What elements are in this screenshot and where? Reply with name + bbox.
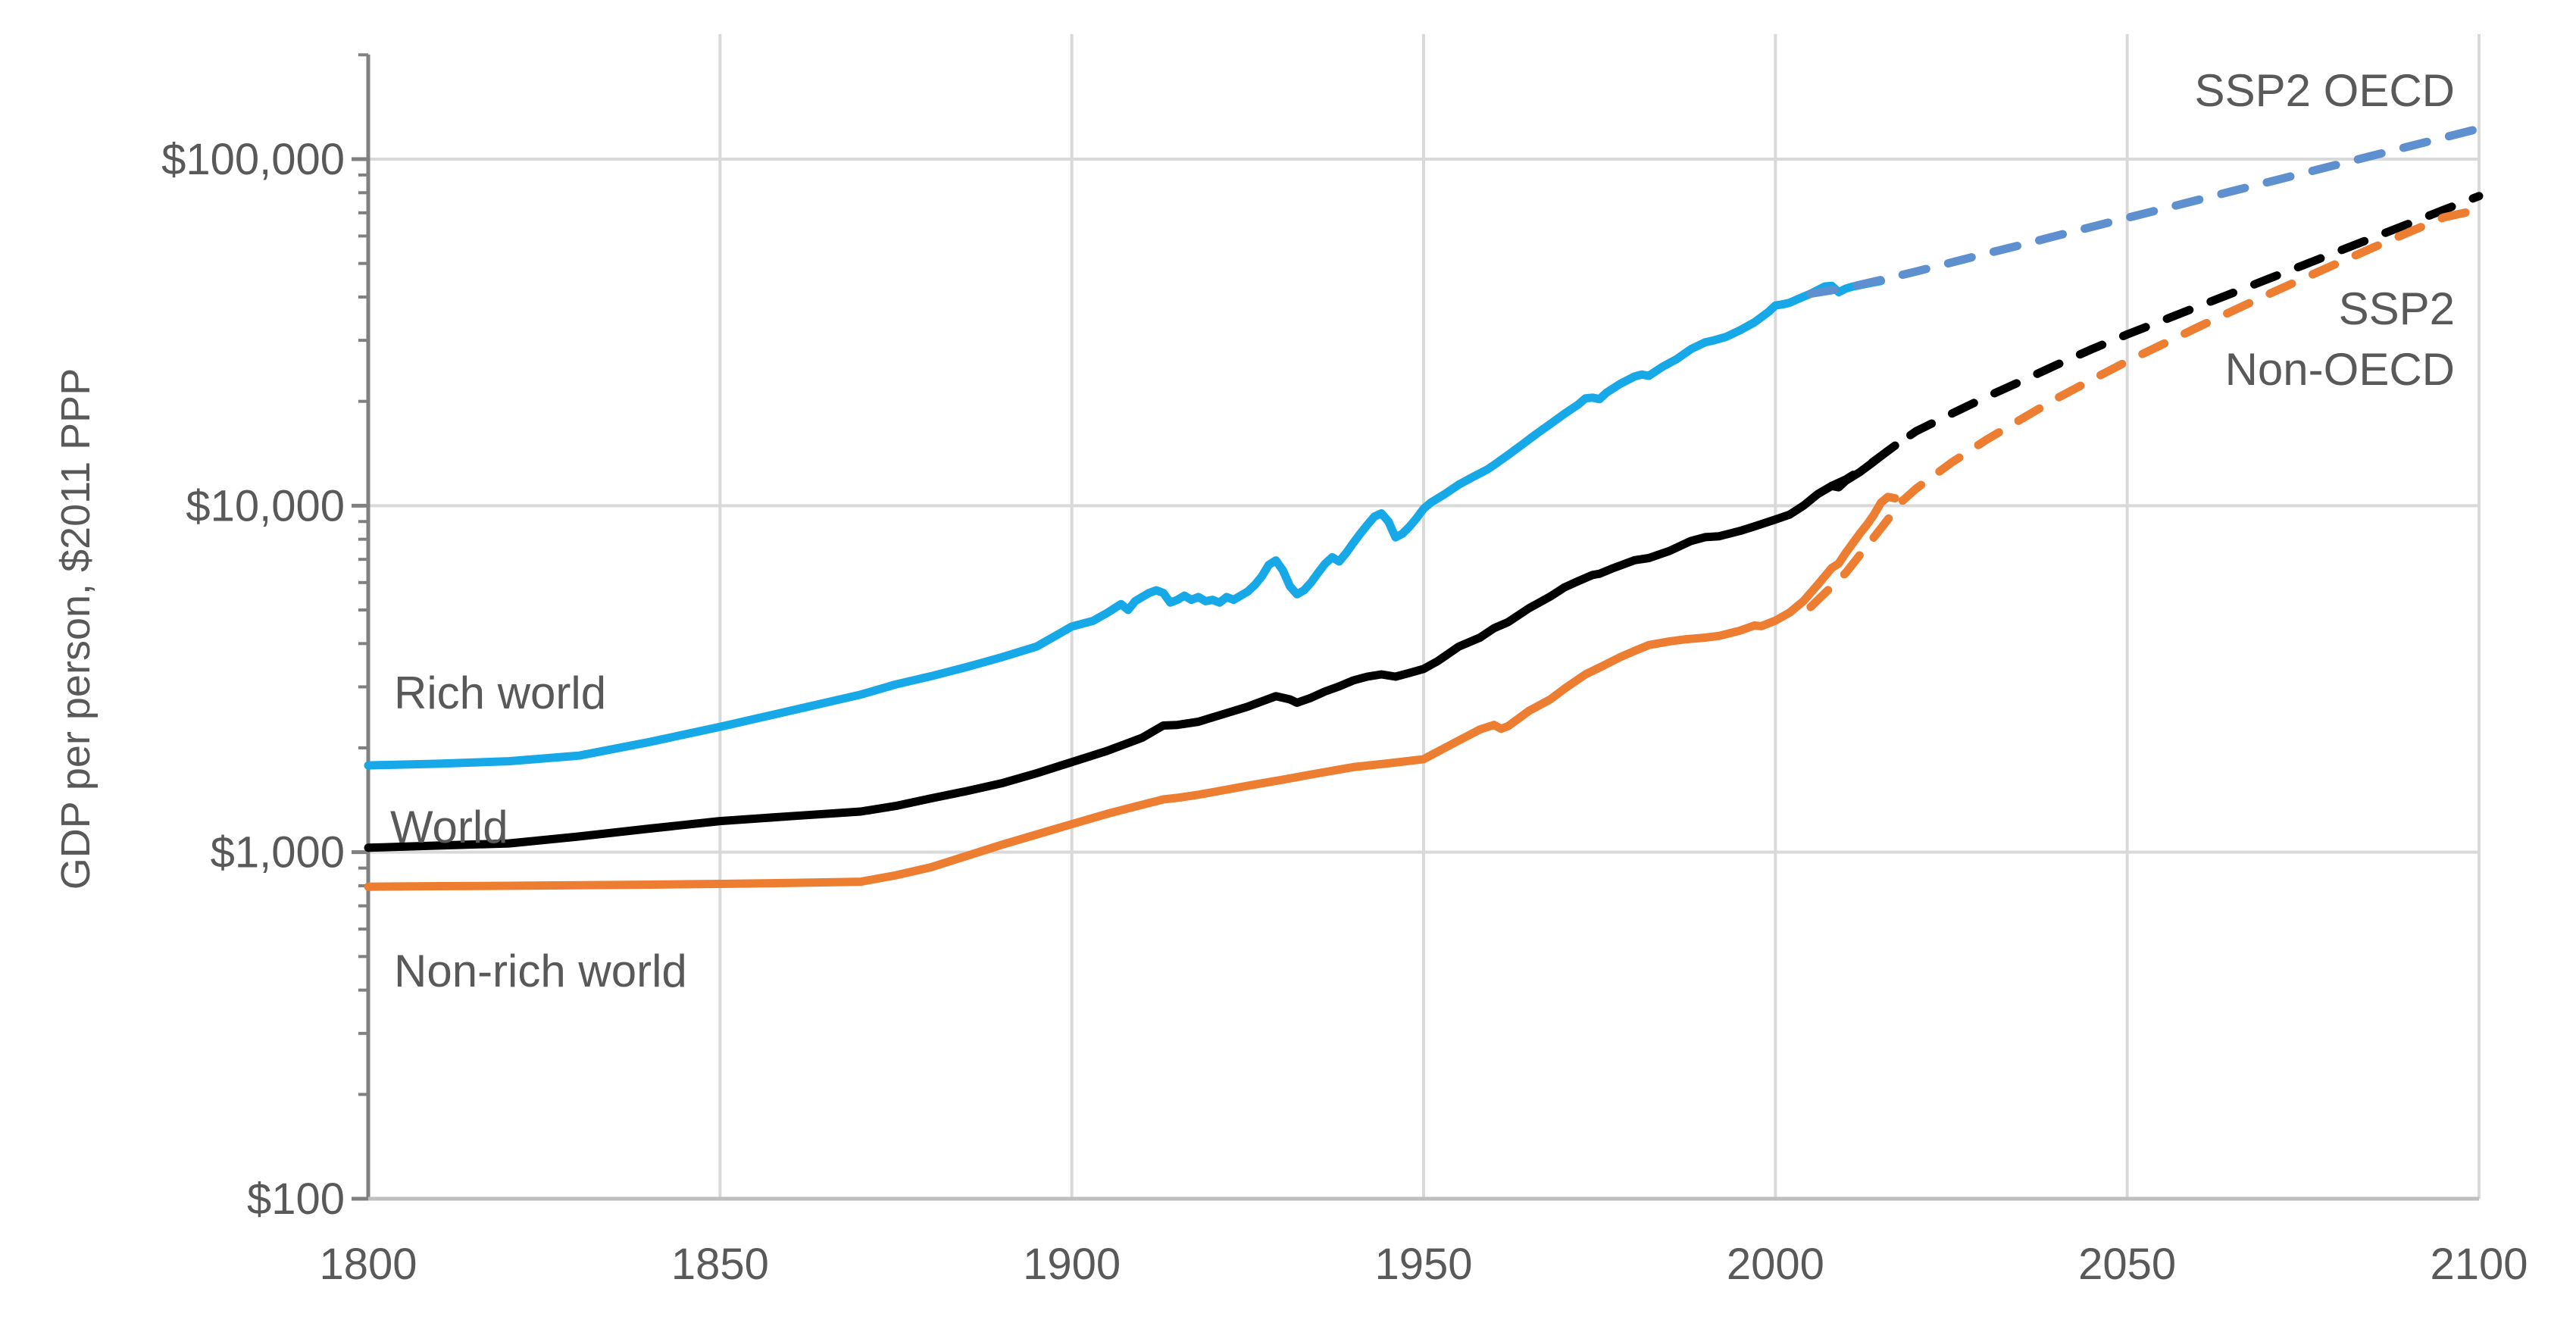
series-label-world: World [390,802,508,852]
x-tick-label-2050: 2050 [2078,1240,2176,1289]
x-tick-label-2100: 2100 [2430,1240,2528,1289]
series-label-ssp2: SSP2 [2339,283,2455,334]
x-tick-label-1900: 1900 [1023,1240,1121,1289]
series-line-world [364,441,1899,852]
x-tick-label-1850: 1850 [671,1240,769,1289]
x-tick-label-1800: 1800 [319,1240,417,1289]
y-tick-label-100000: $100,000 [161,135,345,184]
x-axis-tick-labels: 1800 1850 1900 1950 2000 2050 2100 [319,1240,2528,1289]
gridlines [368,34,2481,1199]
data-series [364,124,2484,891]
series-line-non-rich-world [364,493,1899,891]
series-label-non-oecd: Non-OECD [2225,344,2455,395]
y-tick-label-100: $100 [247,1174,345,1224]
series-label-ssp2-oecd: SSP2 OECD [2195,65,2455,116]
axes [366,55,2479,1201]
series-line-ssp2-non-oecd [1806,205,2484,611]
y-tick-label-1000: $1,000 [211,828,345,877]
series-line-rich-world [364,277,1886,770]
y-axis-ticks [352,53,368,1201]
series-label-rich-world: Rich world [394,668,606,718]
y-axis-title: GDP per person, $2011 PPP [53,368,98,890]
series-line-ssp2-oecd [1806,124,2484,299]
x-tick-label-2000: 2000 [1727,1240,1824,1289]
y-tick-label-10000: $10,000 [186,481,345,530]
x-tick-label-1950: 1950 [1374,1240,1472,1289]
series-line-ssp2-world [1827,192,2484,490]
y-axis-tick-labels: $100 $1,000 $10,000 $100,000 [161,135,345,1224]
series-label-non-rich-world: Non-rich world [394,946,687,996]
